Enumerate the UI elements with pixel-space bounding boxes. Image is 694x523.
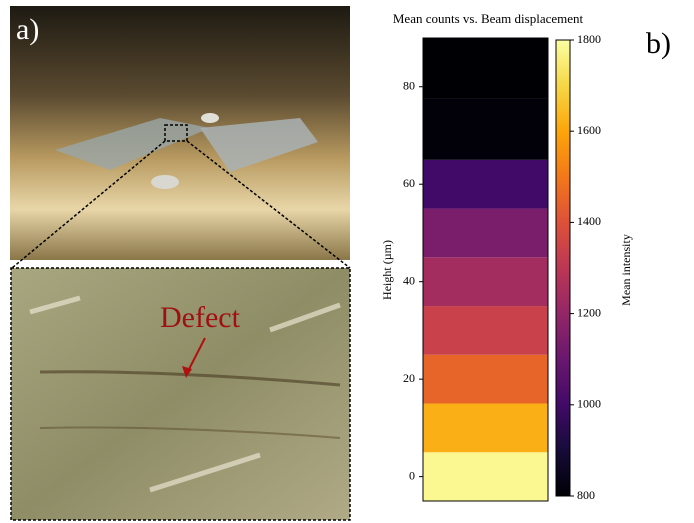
- colorbar-tick-label: 1600: [577, 123, 601, 137]
- panel-label: b): [646, 27, 671, 60]
- chart-title: Mean counts vs. Beam displacement: [393, 11, 584, 26]
- y-tick-label: 80: [403, 78, 415, 92]
- heat-cell: [423, 355, 548, 404]
- defect-label: Defect: [160, 301, 241, 334]
- colorbar-tick-label: 1000: [577, 397, 601, 411]
- panel-label: a): [16, 13, 39, 46]
- heat-cell: [423, 209, 548, 258]
- y-tick-label: 40: [403, 273, 415, 287]
- y-axis-label: Height (µm): [380, 240, 394, 300]
- heat-cell: [423, 38, 548, 99]
- heat-cell: [423, 404, 548, 453]
- y-tick-label: 0: [409, 468, 415, 482]
- figure: Defect a) b) Mean counts vs. Beam displa…: [0, 0, 694, 523]
- y-tick-label: 20: [403, 371, 415, 385]
- colorbar-label: Mean intensity: [619, 234, 633, 306]
- heat-cell: [423, 306, 548, 355]
- colorbar-tick-label: 1800: [577, 32, 601, 46]
- colorbar-tick-label: 800: [577, 488, 595, 502]
- heat-cell: [423, 99, 548, 160]
- colorbar: [556, 40, 570, 496]
- heat-cell: [423, 160, 548, 209]
- heat-cell: [423, 257, 548, 306]
- colorbar-tick-label: 1200: [577, 305, 601, 319]
- heat-cell: [423, 452, 548, 501]
- photo: [10, 6, 350, 260]
- colorbar-tick-label: 1400: [577, 214, 601, 228]
- y-tick-label: 60: [403, 176, 415, 190]
